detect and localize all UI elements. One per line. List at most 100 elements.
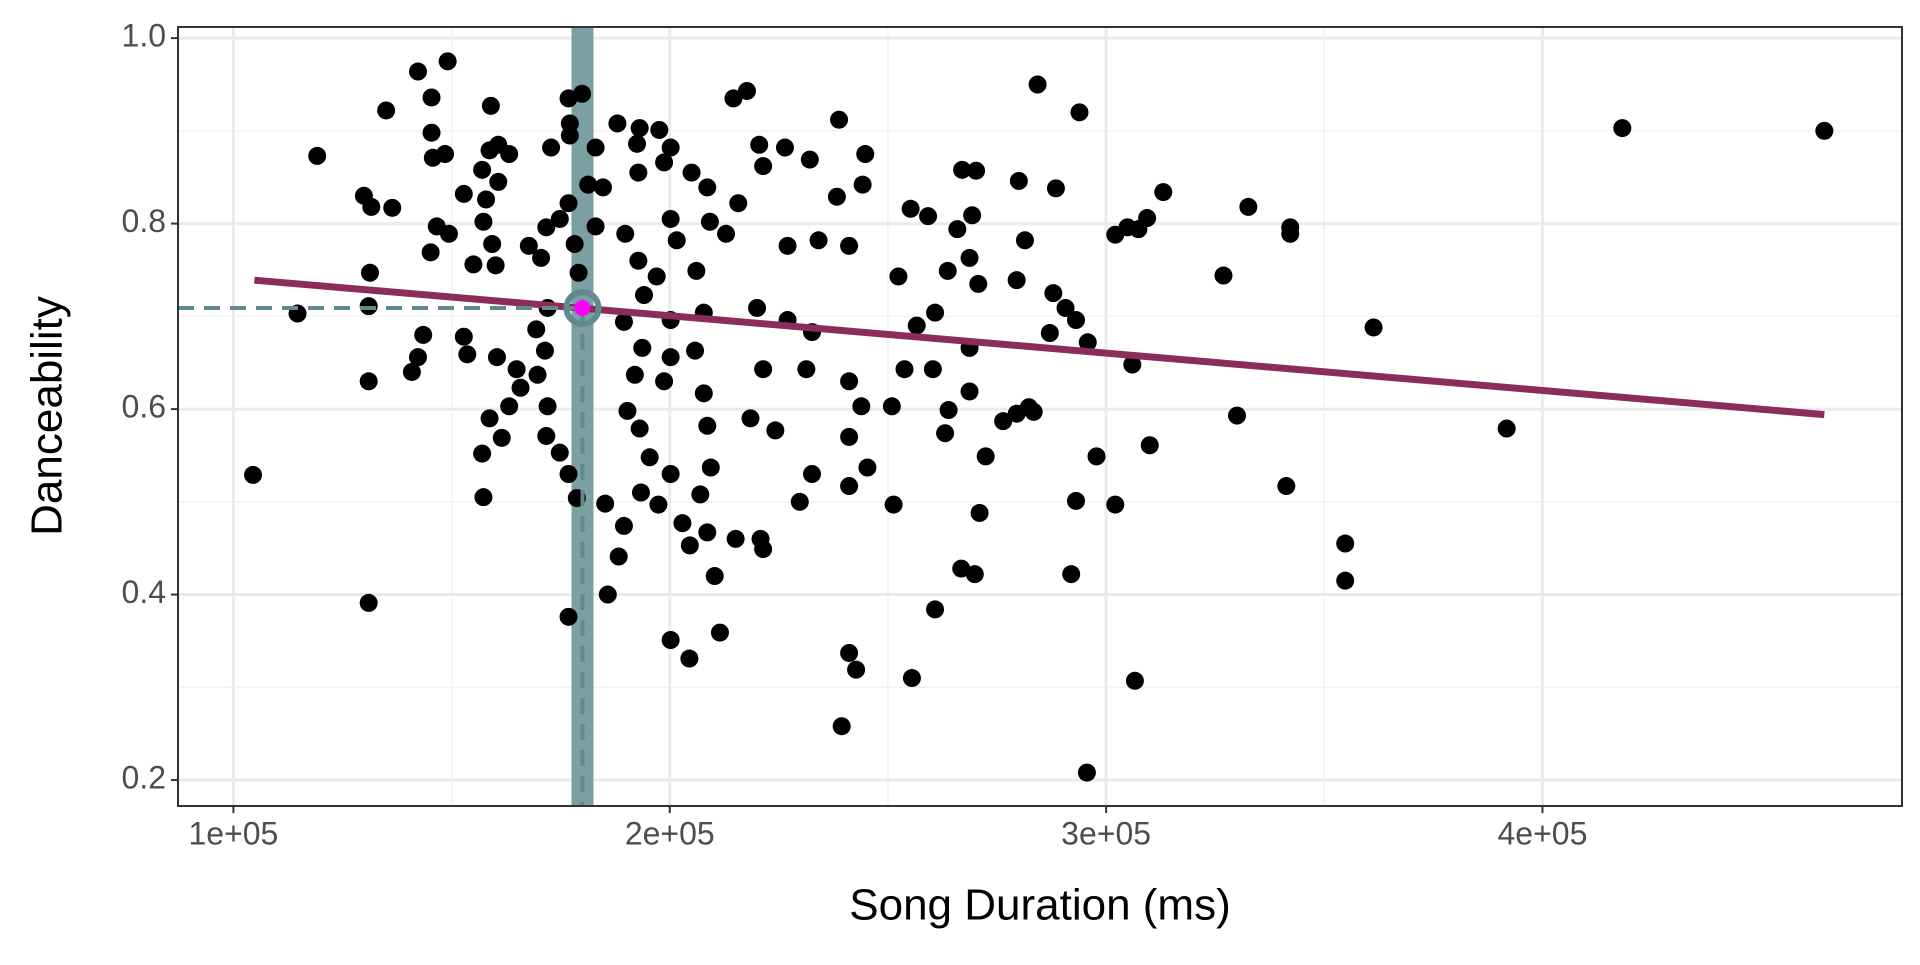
point [244,465,263,484]
point [661,138,680,157]
point [474,212,493,231]
point [790,492,809,511]
x-tick-label: 3e+05 [1061,815,1151,851]
point [1066,491,1085,510]
point [884,495,903,514]
point [963,206,982,225]
point [408,62,427,81]
point [458,345,477,364]
point [486,256,505,275]
point [640,448,659,467]
point [586,138,605,157]
point [628,134,647,153]
point [550,209,569,228]
x-axis-title: Song Duration (ms) [849,881,1230,930]
point [969,274,988,293]
point [519,236,538,255]
point [682,163,701,182]
point [901,199,920,218]
point [565,235,584,254]
point [532,248,551,267]
point [803,464,822,483]
point [500,145,519,164]
point [1140,436,1159,455]
highlight-point [574,299,591,316]
point [500,397,519,416]
point [800,150,819,169]
point [477,190,496,209]
point [474,488,493,507]
point [559,607,578,626]
point [586,217,605,236]
point [1336,534,1355,553]
point [1815,121,1834,140]
plot-border [177,26,1903,807]
point [661,209,680,228]
y-tick-label: 1.0 [122,18,166,54]
point [473,444,492,463]
point [853,175,872,194]
point [1009,171,1028,190]
x-tick-label: 1e+05 [188,815,278,851]
point [609,547,628,566]
point [454,327,473,346]
point [1138,209,1157,228]
x-tick-label: 4e+05 [1498,815,1588,851]
point [483,235,502,254]
point [737,81,756,100]
point [594,178,613,197]
point [856,145,875,164]
point [724,89,743,108]
point [705,567,724,586]
point [631,483,650,502]
point [308,146,327,165]
point [830,110,849,129]
point [717,224,736,243]
y-tick-label: 0.6 [122,389,166,425]
point [616,224,635,243]
point [766,421,785,440]
point [960,248,979,267]
point [559,464,578,483]
point [359,593,378,612]
point [1046,179,1065,198]
point [614,516,633,535]
point [907,316,926,335]
point [1277,477,1296,496]
point [629,251,648,270]
point [667,231,686,250]
point [362,197,381,216]
point [573,84,592,103]
point [840,427,859,446]
point [647,267,666,286]
point [618,401,637,420]
point [1028,75,1047,94]
point [464,255,483,274]
point [701,458,720,477]
point [778,236,797,255]
point [454,184,473,203]
point [1125,671,1144,690]
point [691,485,710,504]
point [686,341,705,360]
point [422,123,441,142]
point [421,243,440,262]
point [1228,406,1247,425]
point [1015,231,1034,250]
point [741,409,760,428]
point [1154,183,1173,202]
point [625,365,644,384]
point [700,212,719,231]
point [687,261,706,280]
y-axis-title: Danceability [23,296,72,536]
point [1281,224,1300,243]
point [926,600,945,619]
point [726,529,745,548]
point [1336,571,1355,590]
point [635,286,654,305]
point [438,52,457,71]
point [1056,298,1075,317]
point [377,101,396,120]
point [655,372,674,391]
